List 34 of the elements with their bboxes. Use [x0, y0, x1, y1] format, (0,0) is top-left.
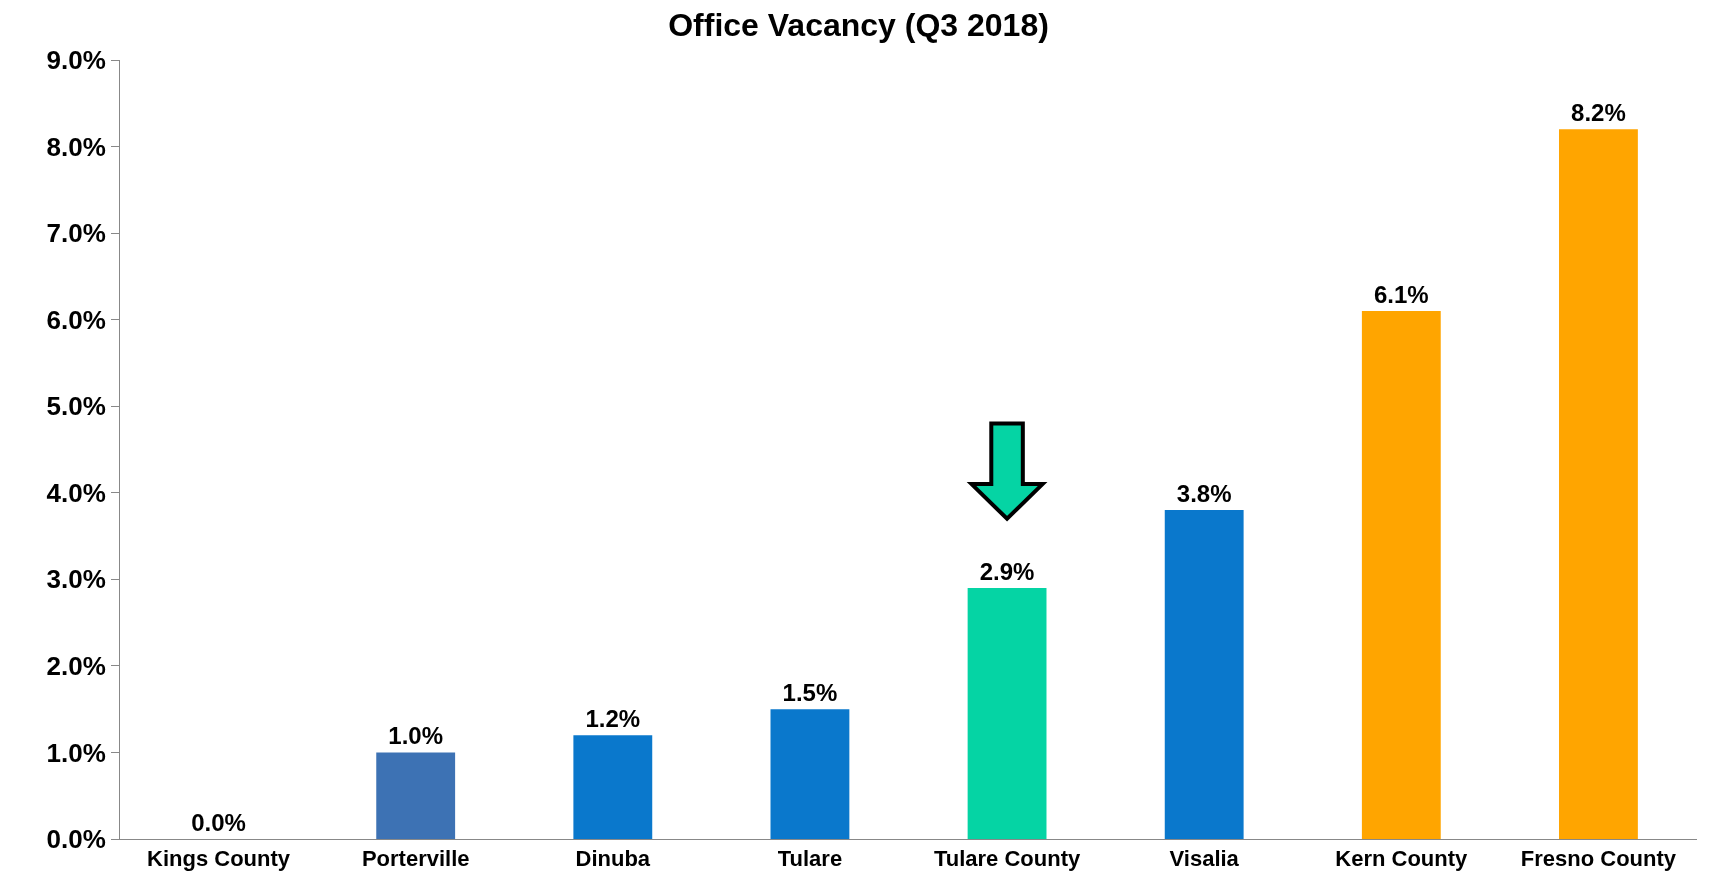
x-tick-label: Visalia — [1169, 846, 1240, 872]
y-tick-label: 8.0% — [46, 131, 106, 162]
x-tick-label: Kern County — [1335, 846, 1469, 872]
bar — [573, 735, 653, 839]
bar — [770, 709, 850, 839]
y-tick-label: 1.0% — [46, 737, 106, 768]
data-label: 1.0% — [388, 722, 444, 750]
y-tick-label: 7.0% — [46, 218, 106, 249]
data-label: 2.9% — [979, 557, 1035, 585]
y-tick-label: 0.0% — [46, 824, 106, 855]
x-tick-label: Fresno County — [1520, 846, 1677, 872]
data-label: 1.5% — [782, 679, 838, 707]
bar — [1559, 129, 1638, 839]
bar — [1164, 510, 1244, 839]
bar — [967, 587, 1047, 839]
data-label: 6.1% — [1373, 281, 1429, 309]
data-label: 8.2% — [1571, 99, 1626, 127]
chart-title: Office Vacancy (Q3 2018) — [668, 6, 1049, 43]
bar — [376, 752, 456, 839]
y-tick-label: 6.0% — [46, 304, 106, 335]
x-tick-label: Tulare — [777, 846, 843, 872]
bar — [1361, 311, 1441, 839]
x-tick-label: Tulare County — [933, 846, 1081, 872]
y-tick-label: 9.0% — [46, 45, 106, 76]
y-tick-label: 5.0% — [46, 391, 106, 422]
y-tick-label: 4.0% — [46, 477, 106, 508]
y-tick-label: 3.0% — [46, 564, 106, 595]
data-label: 1.2% — [585, 705, 641, 733]
y-tick-label: 2.0% — [46, 650, 106, 681]
data-label: 3.8% — [1176, 480, 1232, 508]
x-tick-label: Kings County — [147, 846, 291, 872]
x-tick-label: Dinuba — [575, 846, 651, 872]
x-tick-label: Porterville — [361, 846, 470, 872]
data-label: 0.0% — [191, 809, 246, 836]
